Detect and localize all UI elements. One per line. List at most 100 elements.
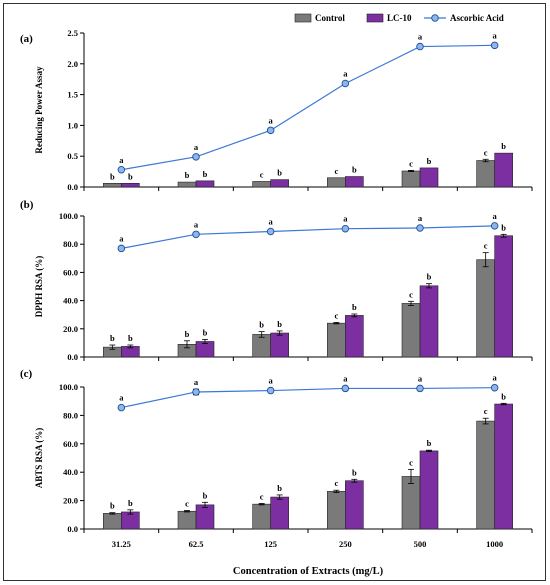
panel-label: (c) bbox=[20, 368, 33, 380]
significance-label: b bbox=[501, 141, 506, 151]
point-ascorbic-acid bbox=[192, 230, 200, 239]
chart-panel-2: 0.0 20.0 40.0 60.0 80.0 100.0 (b) DPPH RSA (%) b… bbox=[20, 199, 533, 362]
y-tick-label: 40.0 bbox=[63, 467, 78, 477]
bar-control bbox=[476, 420, 495, 530]
significance-label: a bbox=[119, 393, 124, 403]
bar-control bbox=[252, 181, 271, 188]
significance-label: a bbox=[418, 373, 423, 383]
significance-label: b bbox=[427, 156, 432, 166]
y-tick-label: 0.0 bbox=[67, 182, 78, 192]
significance-label: a bbox=[493, 373, 498, 383]
bar-control bbox=[401, 170, 421, 188]
point-ascorbic-acid bbox=[490, 41, 499, 50]
bar-lc10 bbox=[195, 504, 215, 530]
panel-label: (b) bbox=[20, 199, 34, 211]
significance-label: c bbox=[409, 158, 413, 168]
significance-label: b bbox=[185, 329, 190, 339]
significance-label: a bbox=[269, 115, 274, 125]
bar-lc10 bbox=[494, 152, 513, 188]
x-tick-label: 250 bbox=[339, 539, 352, 549]
y-tick-label: 1.0 bbox=[67, 120, 78, 130]
significance-label: b bbox=[277, 319, 282, 329]
y-tick-label: 1.5 bbox=[67, 90, 78, 100]
y-tick-label: 0.0 bbox=[67, 524, 78, 534]
point-ascorbic-acid bbox=[117, 244, 126, 253]
significance-label: a bbox=[194, 377, 199, 387]
bar-lc10 bbox=[121, 511, 140, 530]
y-tick-label: 60.0 bbox=[63, 439, 78, 449]
point-ascorbic-acid bbox=[266, 126, 275, 135]
significance-label: b bbox=[203, 327, 208, 337]
bar-control bbox=[252, 503, 271, 530]
bar-lc10 bbox=[494, 235, 513, 358]
significance-label: c bbox=[334, 310, 338, 320]
legend-label-control: Control bbox=[315, 13, 345, 23]
significance-label: c bbox=[260, 491, 264, 501]
bar-lc10 bbox=[270, 332, 289, 358]
significance-label: b bbox=[128, 333, 133, 343]
y-tick-label: 2.5 bbox=[67, 28, 78, 38]
significance-label: a bbox=[194, 142, 199, 152]
line-ascorbic-acid bbox=[121, 225, 495, 250]
bar-control bbox=[476, 160, 495, 188]
point-ascorbic-acid bbox=[117, 403, 126, 412]
y-axis-title: Reducing Power Assay bbox=[34, 66, 44, 154]
bar-lc10 bbox=[345, 480, 364, 530]
significance-label: a bbox=[343, 214, 348, 224]
legend-swatch-control bbox=[294, 13, 312, 23]
y-tick-label: 80.0 bbox=[63, 410, 78, 420]
significance-label: a bbox=[119, 233, 124, 243]
significance-label: b bbox=[110, 333, 115, 343]
y-tick-label: 80.0 bbox=[63, 239, 78, 249]
significance-label: b bbox=[427, 272, 432, 282]
significance-label: b bbox=[203, 169, 208, 179]
y-tick-label: 0.5 bbox=[67, 151, 78, 161]
bar-control bbox=[401, 303, 421, 358]
point-ascorbic-acid bbox=[266, 386, 275, 395]
bar-control bbox=[103, 183, 122, 188]
significance-label: b bbox=[110, 501, 115, 511]
legend-marker-ascorbic-acid bbox=[431, 14, 439, 22]
bar-control bbox=[401, 476, 421, 530]
y-tick-label: 20.0 bbox=[63, 324, 78, 334]
bar-lc10 bbox=[345, 176, 364, 188]
significance-label: b bbox=[128, 498, 133, 508]
significance-label: b bbox=[259, 320, 264, 330]
y-axis-title: DPPH RSA (%) bbox=[34, 256, 44, 318]
point-ascorbic-acid bbox=[341, 224, 350, 233]
bar-lc10 bbox=[419, 285, 439, 358]
bar-lc10 bbox=[419, 450, 439, 530]
bar-control bbox=[327, 491, 346, 530]
x-tick-label: 500 bbox=[414, 539, 427, 549]
bar-control bbox=[327, 322, 346, 358]
significance-label: c bbox=[484, 147, 488, 157]
significance-label: a bbox=[493, 211, 498, 221]
x-axis-title: Concentration of Extracts (mg/L) bbox=[233, 566, 384, 577]
significance-label: b bbox=[352, 302, 357, 312]
bar-lc10 bbox=[345, 315, 364, 358]
line-ascorbic-acid bbox=[121, 44, 495, 171]
significance-label: c bbox=[409, 289, 413, 299]
significance-label: a bbox=[418, 32, 423, 42]
bar-lc10 bbox=[195, 180, 215, 188]
legend-label-lc10: LC-10 bbox=[387, 13, 412, 23]
significance-label: c bbox=[334, 166, 338, 176]
chart-panel-3: 0.0 20.0 40.0 60.0 80.0 100.0 (c) ABTS RSA (%) b… bbox=[20, 368, 533, 549]
significance-label: a bbox=[343, 69, 348, 79]
bar-lc10 bbox=[270, 179, 289, 188]
bar-control bbox=[327, 177, 346, 188]
significance-label: b bbox=[203, 490, 208, 500]
significance-label: a bbox=[194, 219, 199, 229]
significance-label: c bbox=[484, 241, 488, 251]
point-ascorbic-acid bbox=[490, 222, 499, 230]
point-ascorbic-acid bbox=[266, 227, 275, 236]
significance-label: a bbox=[269, 376, 274, 386]
x-tick-label: 31.25 bbox=[112, 539, 131, 549]
legend-label-ascorbic-acid: Ascorbic Acid bbox=[450, 13, 504, 23]
y-tick-label: 100.0 bbox=[59, 211, 78, 221]
bar-lc10 bbox=[419, 167, 439, 188]
bar-control bbox=[177, 181, 197, 188]
significance-label: c bbox=[409, 457, 413, 467]
significance-label: c bbox=[185, 499, 189, 509]
point-ascorbic-acid bbox=[490, 383, 499, 392]
